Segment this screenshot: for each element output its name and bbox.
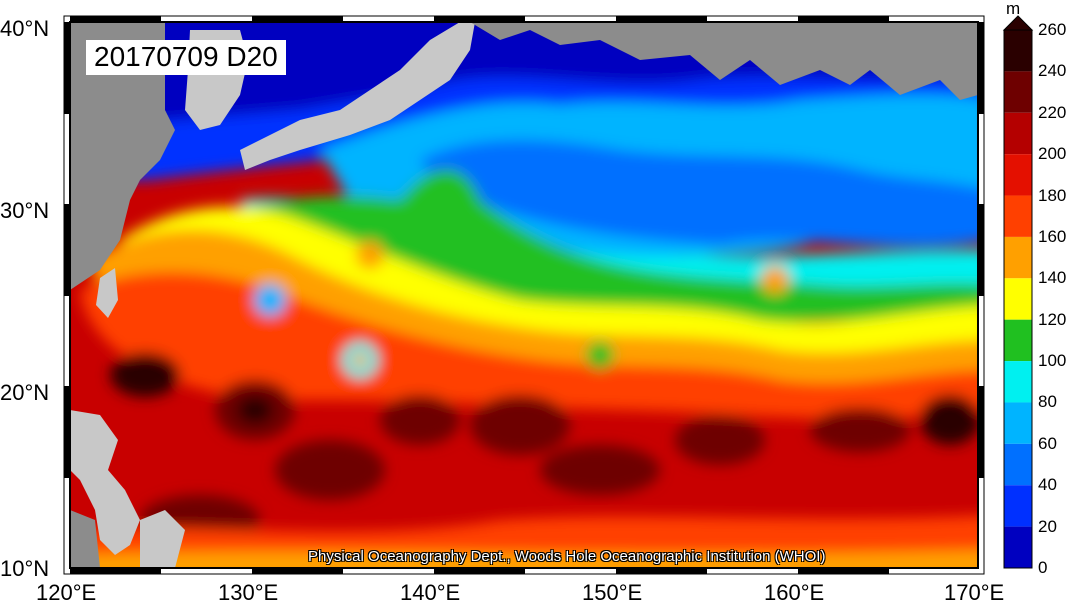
colorbar-swatch	[1004, 30, 1032, 72]
colorbar	[1002, 15, 1034, 569]
map-title: 20170709 D20	[86, 40, 286, 75]
lon-label-170e: 170°E	[944, 580, 1005, 605]
colorbar-swatch	[1004, 195, 1032, 237]
colorbar-tick-label: 20	[1038, 516, 1057, 536]
lon-label-150e: 150°E	[582, 580, 643, 605]
colorbar-tick-label: 0	[1038, 558, 1048, 577]
colorbar-tick-label: 140	[1038, 268, 1067, 288]
credit-text: Physical Oceanography Dept., Woods Hole …	[308, 548, 826, 565]
colorbar-arrow	[1002, 15, 1034, 31]
colorbar-swatch	[1004, 236, 1032, 279]
colorbar-tick-label: 80	[1038, 392, 1057, 412]
colorbar-tick-label: 120	[1038, 309, 1067, 329]
lon-label-140e: 140°E	[400, 580, 461, 605]
lat-label-30n: 30°N	[0, 198, 50, 223]
colorbar-tick-label: 200	[1038, 144, 1067, 164]
lon-label-160e: 160°E	[764, 580, 825, 605]
lon-label-130e: 130°E	[218, 580, 279, 605]
colorbar-swatch	[1004, 112, 1032, 155]
colorbar-tick-label: 100	[1038, 351, 1067, 371]
colorbar-tick-label: 180	[1038, 185, 1067, 205]
colorbar-tick-label: 60	[1038, 433, 1057, 453]
lat-label-10n: 10°N	[0, 556, 50, 581]
colorbar-swatch	[1004, 319, 1032, 362]
colorbar-tick-label: 40	[1038, 475, 1057, 495]
lat-label-20n: 20°N	[0, 380, 50, 405]
colorbar-swatch	[1004, 402, 1032, 444]
colorbar-tick-label: 220	[1038, 102, 1067, 122]
colorbar-swatch	[1004, 526, 1032, 568]
colorbar-swatch	[1004, 443, 1032, 486]
map-border-ticks	[63, 15, 985, 575]
colorbar-tick-label: 240	[1038, 61, 1067, 81]
colorbar-swatch	[1004, 71, 1032, 113]
colorbar-swatch	[1004, 154, 1032, 196]
colorbar-swatch	[1004, 485, 1032, 527]
colorbar-frame	[1003, 29, 1033, 569]
lat-label-40n: 40°N	[0, 16, 50, 41]
colorbar-tick-label: 260	[1038, 20, 1067, 39]
depth-field	[70, 22, 978, 568]
colorbar-swatch	[1004, 278, 1032, 320]
lon-label-120e: 120°E	[36, 580, 97, 605]
colorbar-swatch	[1004, 361, 1032, 403]
colorbar-tick-label: 160	[1038, 226, 1067, 246]
colorbar-unit: m	[1006, 0, 1021, 18]
